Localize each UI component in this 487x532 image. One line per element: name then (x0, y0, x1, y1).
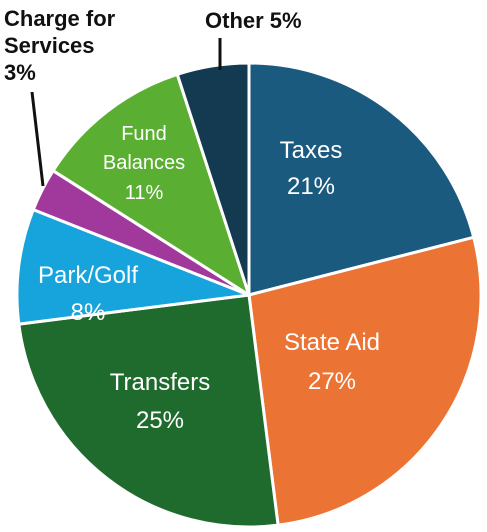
charge-label-line2: Services (4, 33, 95, 58)
park-golf-label: Park/Golf (38, 262, 138, 289)
charge-leader-line (30, 91, 45, 187)
fund-balances-value: 11% (125, 182, 164, 204)
fund-balances-label-line1: Fund (121, 123, 167, 145)
fund-balances-label-line2: Balances (103, 152, 185, 174)
slice-fund-balances (51, 72, 251, 297)
state-aid-label: State Aid (284, 329, 380, 356)
taxes-label: Taxes (280, 137, 343, 164)
charge-label-value: 3% (4, 60, 36, 85)
slice-state-aid (247, 235, 483, 527)
taxes-value: 21% (287, 173, 335, 200)
transfers-value: 25% (136, 407, 184, 434)
slice-transfers (17, 293, 280, 529)
slice-taxes (247, 61, 476, 297)
pie-slices (15, 61, 483, 529)
slice-park-golf (15, 208, 251, 326)
state-aid-value: 27% (308, 368, 356, 395)
park-golf-value: 8% (71, 299, 106, 326)
other-label: Other 5% (205, 8, 302, 33)
transfers-label: Transfers (110, 369, 210, 396)
charge-label-line1: Charge for (4, 6, 116, 31)
slice-other (175, 61, 251, 297)
